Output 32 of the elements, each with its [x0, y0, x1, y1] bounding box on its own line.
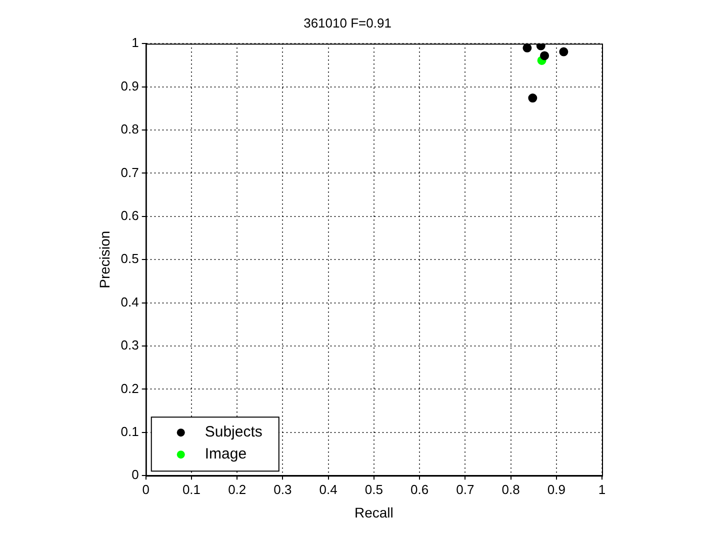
legend-label: Image — [204, 446, 247, 463]
x-tick-label: 0.4 — [319, 482, 338, 497]
point — [522, 44, 532, 52]
y-tick-label: 0.4 — [120, 294, 139, 310]
y-tick-label: 0.2 — [120, 380, 139, 396]
x-tick-label: 0.7 — [456, 482, 474, 497]
y-axis-title: Precision — [96, 230, 112, 288]
y-tick-label: 0.1 — [120, 424, 139, 439]
y-tick-label: 0.6 — [120, 208, 139, 223]
y-tick-label: 0.9 — [120, 78, 139, 94]
x-axis-title: Recall — [354, 504, 394, 520]
y-tick-label: 0.7 — [120, 164, 139, 180]
y-tick-label: 0.8 — [120, 122, 139, 137]
y-tick-label: 0 — [132, 467, 139, 482]
x-tick-label: 0.2 — [228, 482, 246, 497]
point — [536, 44, 546, 50]
x-tick-label: 0.1 — [182, 482, 201, 497]
x-tick-label: 0.8 — [502, 482, 520, 497]
legend-label: Subjects — [204, 424, 262, 441]
point — [528, 94, 538, 103]
x-tick-label: 0.9 — [547, 482, 566, 497]
chart-title: 361010 F=0.91 — [304, 15, 392, 30]
x-tick-label: 0 — [142, 482, 150, 497]
y-tick-label: 0.5 — [120, 251, 139, 266]
x-tick-label: 0.5 — [364, 482, 383, 497]
y-tick-label: 1 — [132, 35, 139, 50]
x-tick-label: 0.6 — [410, 482, 429, 497]
point — [559, 47, 568, 56]
point — [540, 51, 550, 60]
y-tick-label: 0.3 — [120, 338, 139, 353]
x-tick-label: 0.3 — [274, 482, 292, 497]
x-tick-label: 1 — [598, 482, 606, 497]
